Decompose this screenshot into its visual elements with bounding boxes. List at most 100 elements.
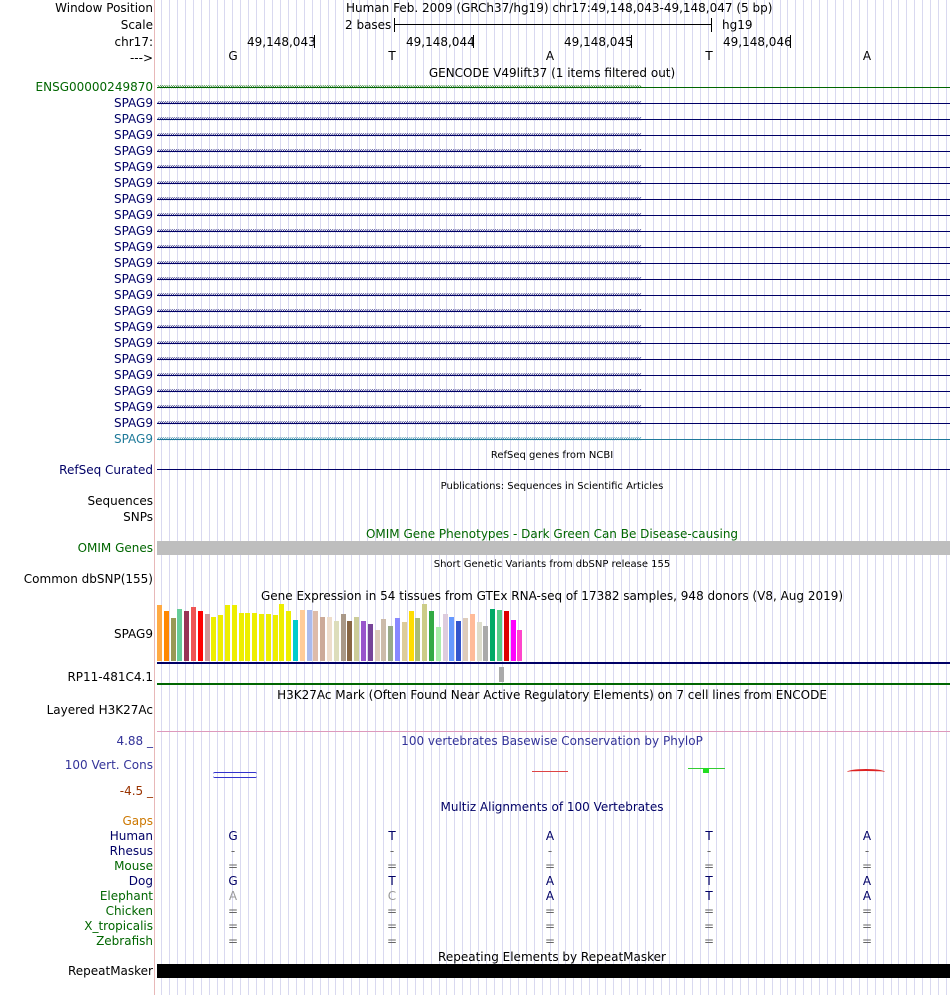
gtex-tissue-bar[interactable]: [177, 609, 183, 661]
spag9-transcript-feature[interactable]: ‹‹‹‹‹‹‹‹‹‹‹‹‹‹‹‹‹‹‹‹‹‹‹‹‹‹‹‹‹‹‹‹‹‹‹‹‹‹‹‹…: [157, 112, 950, 126]
multiz-species-label[interactable]: Dog: [128, 874, 153, 888]
gtex-tissue-bar[interactable]: [211, 617, 217, 661]
phylop-signal-blue[interactable]: [213, 772, 257, 778]
gtex-tissue-bar[interactable]: [510, 620, 516, 661]
gtex-tissue-bar[interactable]: [361, 621, 366, 661]
spag9-transcript-label[interactable]: SPAG9: [113, 192, 153, 206]
spag9-transcript-feature[interactable]: ‹‹‹‹‹‹‹‹‹‹‹‹‹‹‹‹‹‹‹‹‹‹‹‹‹‹‹‹‹‹‹‹‹‹‹‹‹‹‹‹…: [157, 384, 950, 398]
repeatmasker-block[interactable]: [157, 964, 950, 978]
dbsnp-label[interactable]: Common dbSNP(155): [23, 572, 153, 586]
spag9-transcript-label[interactable]: SPAG9: [113, 432, 153, 446]
gtex-bar-chart[interactable]: [157, 604, 557, 661]
publications-track-title[interactable]: Publications: Sequences in Scientific Ar…: [440, 481, 664, 492]
spag9-transcript-feature[interactable]: ‹‹‹‹‹‹‹‹‹‹‹‹‹‹‹‹‹‹‹‹‹‹‹‹‹‹‹‹‹‹‹‹‹‹‹‹‹‹‹‹…: [157, 432, 950, 446]
gtex-tissue-bar[interactable]: [204, 614, 210, 661]
base-letter[interactable]: T: [388, 49, 396, 63]
spag9-transcript-label[interactable]: SPAG9: [113, 112, 153, 126]
multiz-species-label[interactable]: Zebrafish: [96, 934, 153, 948]
gtex-tissue-bar[interactable]: [374, 630, 380, 661]
gtex-tissue-bar[interactable]: [415, 618, 421, 661]
gencode-first-gene-label[interactable]: ENSG00000249870: [35, 80, 153, 94]
gtex-tissue-bar[interactable]: [517, 630, 523, 661]
base-letter[interactable]: A: [862, 49, 872, 63]
spag9-transcript-label[interactable]: SPAG9: [113, 176, 153, 190]
multiz-species-label[interactable]: Rhesus: [109, 844, 153, 858]
spag9-transcript-feature[interactable]: ‹‹‹‹‹‹‹‹‹‹‹‹‹‹‹‹‹‹‹‹‹‹‹‹‹‹‹‹‹‹‹‹‹‹‹‹‹‹‹‹…: [157, 96, 950, 110]
spag9-transcript-feature[interactable]: ‹‹‹‹‹‹‹‹‹‹‹‹‹‹‹‹‹‹‹‹‹‹‹‹‹‹‹‹‹‹‹‹‹‹‹‹‹‹‹‹…: [157, 144, 950, 158]
spag9-transcript-label[interactable]: SPAG9: [113, 128, 153, 142]
multiz-species-label[interactable]: Chicken: [105, 904, 153, 918]
omim-track-title[interactable]: OMIM Gene Phenotypes - Dark Green Can Be…: [365, 527, 739, 541]
h3k27ac-label[interactable]: Layered H3K27Ac: [46, 703, 153, 717]
spag9-transcript-feature[interactable]: ‹‹‹‹‹‹‹‹‹‹‹‹‹‹‹‹‹‹‹‹‹‹‹‹‹‹‹‹‹‹‹‹‹‹‹‹‹‹‹‹…: [157, 272, 950, 286]
gtex-tissue-bar[interactable]: [429, 611, 434, 661]
spag9-transcript-feature[interactable]: ‹‹‹‹‹‹‹‹‹‹‹‹‹‹‹‹‹‹‹‹‹‹‹‹‹‹‹‹‹‹‹‹‹‹‹‹‹‹‹‹…: [157, 320, 950, 334]
gtex-tissue-bar[interactable]: [340, 614, 346, 661]
repeatmasker-track-title[interactable]: Repeating Elements by RepeatMasker: [438, 950, 666, 964]
phylop-track-title[interactable]: 100 vertebrates Basewise Conservation by…: [401, 734, 703, 748]
gtex-tissue-bar[interactable]: [279, 604, 285, 661]
gencode-first-gene-feature[interactable]: ››››››››››››››››››››››››››››››››››››››››…: [157, 80, 950, 94]
gtex-tissue-bar[interactable]: [476, 622, 482, 661]
spag9-transcript-label[interactable]: SPAG9: [113, 336, 153, 350]
gtex-tissue-bar[interactable]: [435, 627, 441, 661]
spag9-transcript-label[interactable]: SPAG9: [113, 416, 153, 430]
gtex-tissue-bar[interactable]: [442, 614, 448, 661]
multiz-species-label[interactable]: Mouse: [114, 859, 153, 873]
repeatmasker-label[interactable]: RepeatMasker: [67, 964, 153, 978]
multiz-species-label[interactable]: Elephant: [99, 889, 153, 903]
spag9-transcript-label[interactable]: SPAG9: [113, 144, 153, 158]
gtex-tissue-bar[interactable]: [252, 613, 258, 661]
gtex-tissue-bar[interactable]: [163, 611, 169, 661]
gtex-spag9-gene-line[interactable]: [157, 662, 950, 664]
spag9-transcript-label[interactable]: SPAG9: [113, 208, 153, 222]
spag9-transcript-feature[interactable]: ‹‹‹‹‹‹‹‹‹‹‹‹‹‹‹‹‹‹‹‹‹‹‹‹‹‹‹‹‹‹‹‹‹‹‹‹‹‹‹‹…: [157, 224, 950, 238]
phylop-signal-red-2[interactable]: [847, 769, 885, 775]
gtex-tissue-bar[interactable]: [388, 626, 394, 661]
gtex-tissue-bar[interactable]: [503, 611, 509, 661]
base-letter[interactable]: T: [705, 49, 713, 63]
gtex-tissue-bar[interactable]: [225, 605, 230, 661]
gtex-tissue-bar[interactable]: [197, 611, 203, 661]
gtex-rp11-bar[interactable]: [499, 667, 504, 682]
spag9-transcript-label[interactable]: SPAG9: [113, 224, 153, 238]
gtex-tissue-bar[interactable]: [170, 618, 176, 661]
gtex-tissue-bar[interactable]: [463, 618, 468, 661]
phylop-signal-red-1[interactable]: [532, 771, 568, 772]
gtex-tissue-bar[interactable]: [483, 626, 489, 661]
spag9-transcript-label[interactable]: SPAG9: [113, 240, 153, 254]
gtex-tissue-bar[interactable]: [231, 605, 237, 661]
gtex-tissue-bar[interactable]: [218, 615, 224, 661]
gtex-tissue-bar[interactable]: [313, 611, 319, 661]
base-letter[interactable]: A: [545, 49, 555, 63]
base-letter[interactable]: G: [228, 49, 238, 63]
spag9-transcript-label[interactable]: SPAG9: [113, 272, 153, 286]
phylop-signal-green-dot[interactable]: [703, 768, 709, 773]
spag9-transcript-feature[interactable]: ‹‹‹‹‹‹‹‹‹‹‹‹‹‹‹‹‹‹‹‹‹‹‹‹‹‹‹‹‹‹‹‹‹‹‹‹‹‹‹‹…: [157, 368, 950, 382]
spag9-transcript-label[interactable]: SPAG9: [113, 304, 153, 318]
gtex-tissue-bar[interactable]: [490, 609, 496, 661]
gtex-tissue-bar[interactable]: [354, 617, 360, 661]
spag9-transcript-label[interactable]: SPAG9: [113, 160, 153, 174]
gtex-rp11-label[interactable]: RP11-481C4.1: [67, 670, 153, 684]
spag9-transcript-feature[interactable]: ‹‹‹‹‹‹‹‹‹‹‹‹‹‹‹‹‹‹‹‹‹‹‹‹‹‹‹‹‹‹‹‹‹‹‹‹‹‹‹‹…: [157, 288, 950, 302]
spag9-transcript-feature[interactable]: ‹‹‹‹‹‹‹‹‹‹‹‹‹‹‹‹‹‹‹‹‹‹‹‹‹‹‹‹‹‹‹‹‹‹‹‹‹‹‹‹…: [157, 192, 950, 206]
spag9-transcript-feature[interactable]: ‹‹‹‹‹‹‹‹‹‹‹‹‹‹‹‹‹‹‹‹‹‹‹‹‹‹‹‹‹‹‹‹‹‹‹‹‹‹‹‹…: [157, 160, 950, 174]
spag9-transcript-feature[interactable]: ‹‹‹‹‹‹‹‹‹‹‹‹‹‹‹‹‹‹‹‹‹‹‹‹‹‹‹‹‹‹‹‹‹‹‹‹‹‹‹‹…: [157, 416, 950, 430]
gtex-rp11-gene-line[interactable]: [157, 683, 950, 685]
gtex-tissue-bar[interactable]: [401, 622, 407, 661]
gtex-tissue-bar[interactable]: [259, 614, 264, 661]
gtex-tissue-bar[interactable]: [449, 617, 455, 661]
gtex-tissue-bar[interactable]: [293, 620, 298, 661]
spag9-transcript-feature[interactable]: ‹‹‹‹‹‹‹‹‹‹‹‹‹‹‹‹‹‹‹‹‹‹‹‹‹‹‹‹‹‹‹‹‹‹‹‹‹‹‹‹…: [157, 400, 950, 414]
gtex-tissue-bar[interactable]: [408, 611, 414, 661]
refseq-gene-line[interactable]: [157, 469, 950, 470]
multiz-species-label[interactable]: Human: [109, 829, 153, 843]
phylop-label[interactable]: 100 Vert. Cons: [64, 758, 153, 772]
spag9-transcript-feature[interactable]: ‹‹‹‹‹‹‹‹‹‹‹‹‹‹‹‹‹‹‹‹‹‹‹‹‹‹‹‹‹‹‹‹‹‹‹‹‹‹‹‹…: [157, 304, 950, 318]
multiz-species-label[interactable]: X_tropicalis: [84, 919, 153, 933]
gtex-tissue-bar[interactable]: [157, 605, 162, 661]
refseq-label[interactable]: RefSeq Curated: [59, 463, 153, 477]
publications-snps-label[interactable]: SNPs: [123, 510, 153, 524]
